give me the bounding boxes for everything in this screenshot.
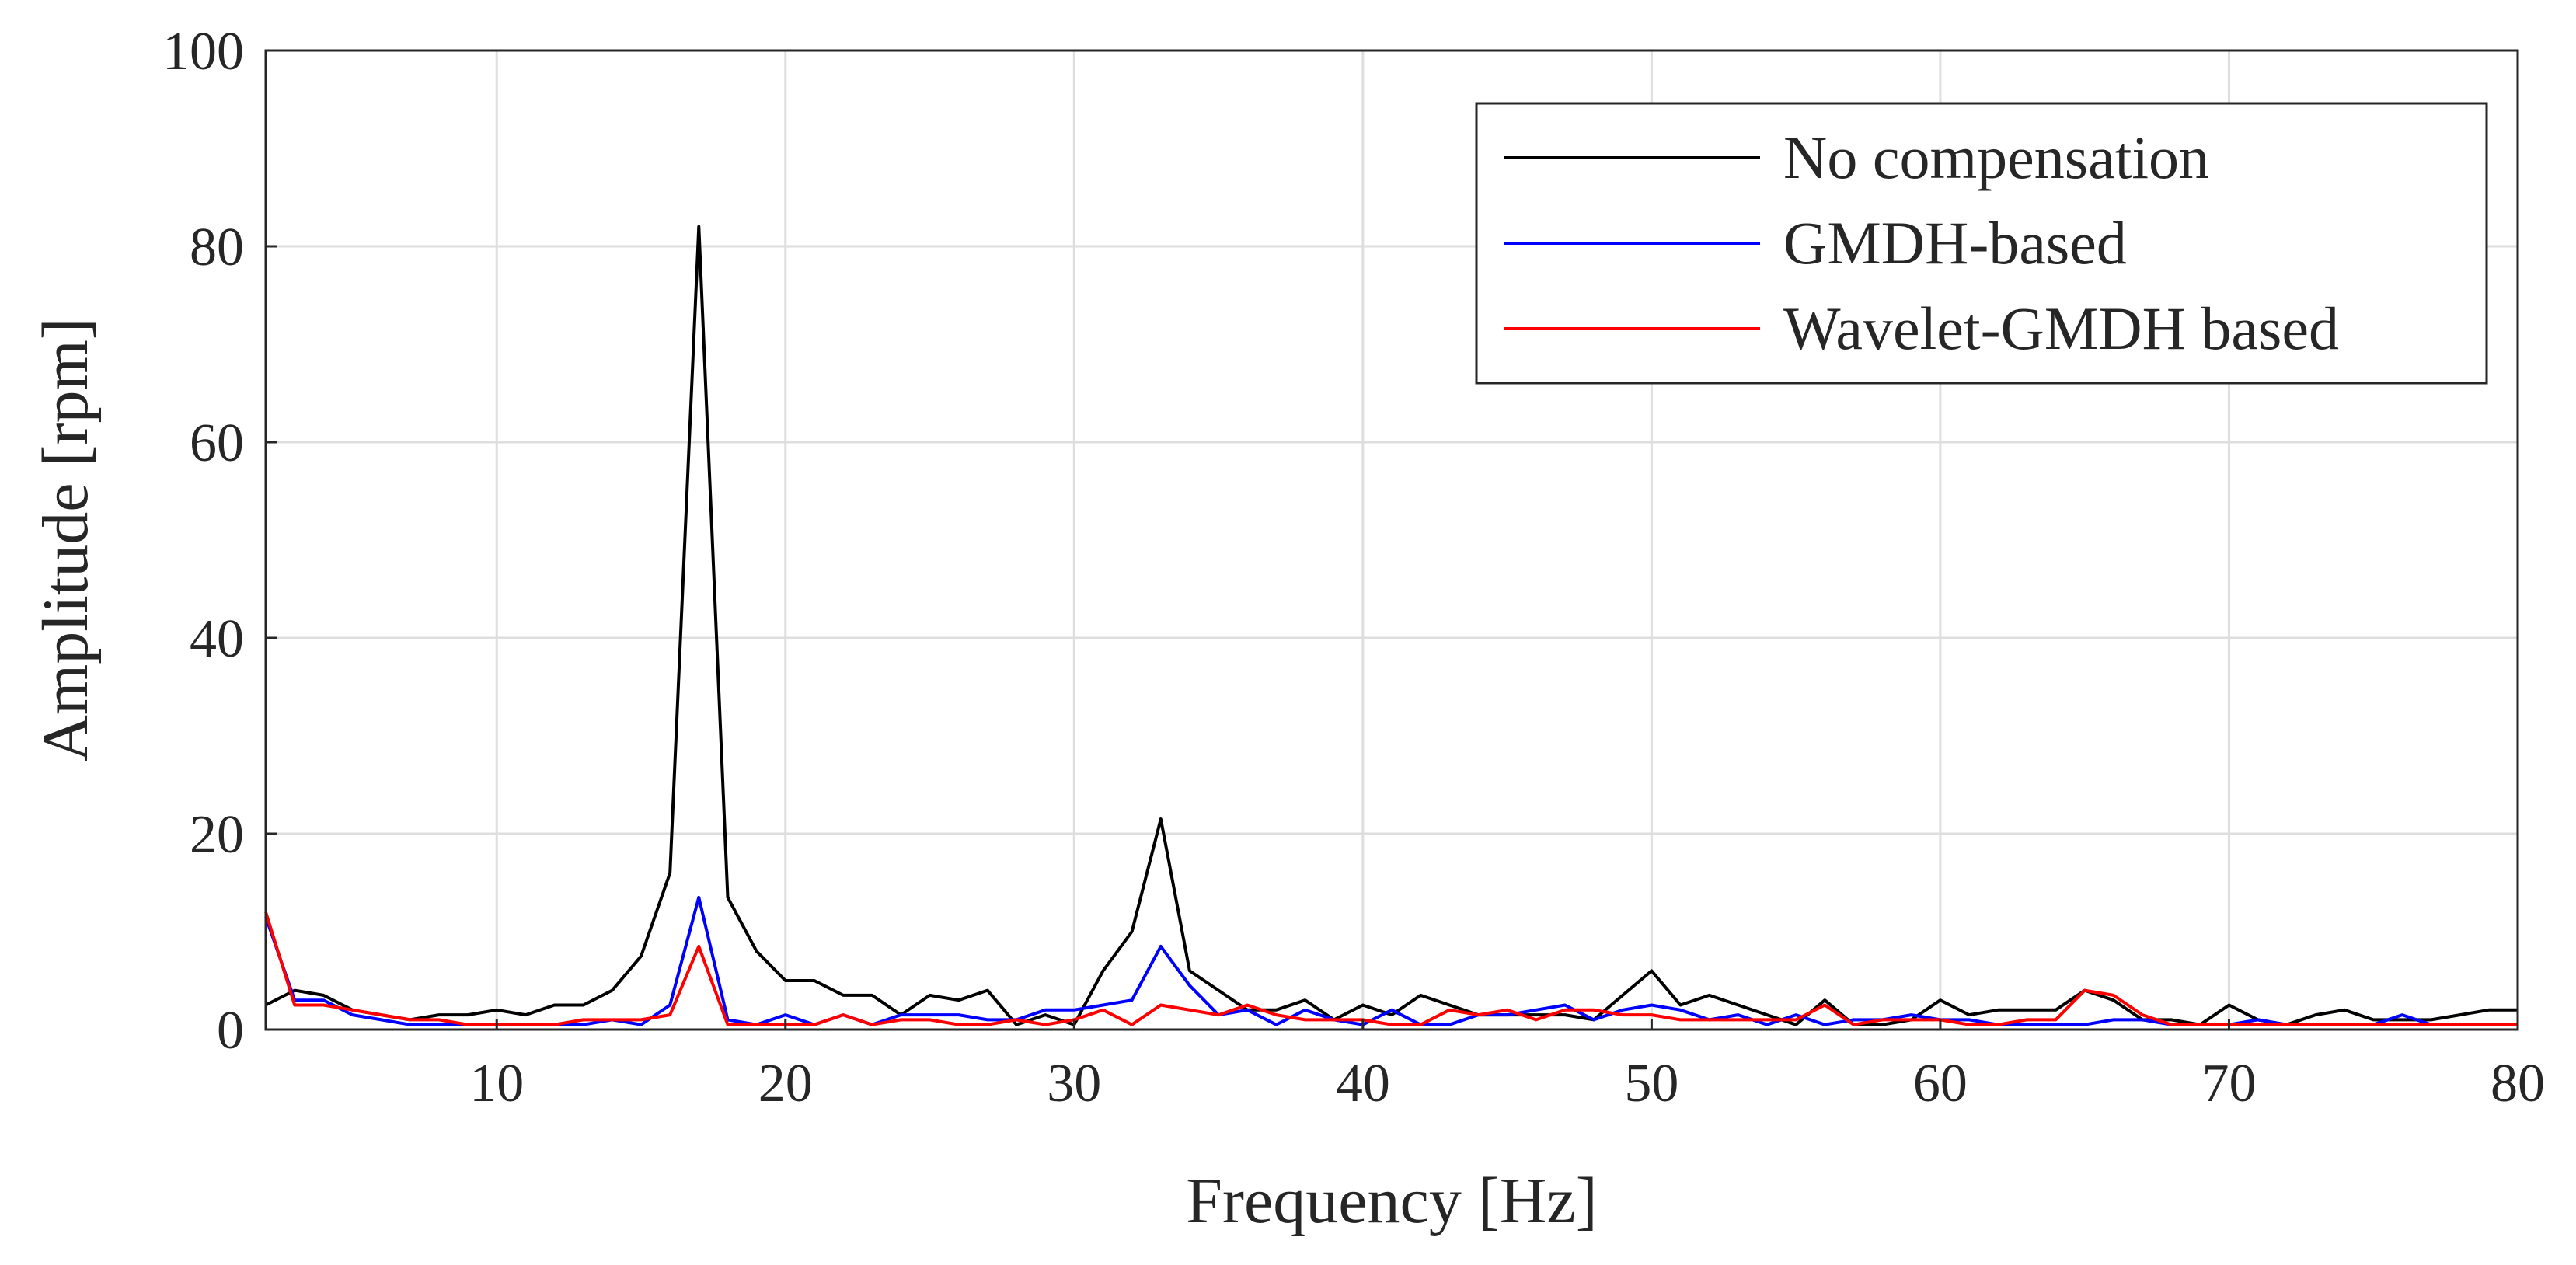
legend-label-no-compensation: No compensation [1783,124,2209,191]
legend: No compensation GMDH-based Wavelet-GMDH … [1475,102,2488,385]
y-tick-label: 80 [190,218,244,277]
plot-area-frame [264,49,2519,1031]
x-tick-label: 40 [1336,1054,1390,1113]
y-tick-label: 40 [190,609,244,669]
x-tick-label: 60 [1913,1054,1968,1113]
y-tick-label: 20 [190,805,244,865]
y-tick-label: 100 [162,22,244,82]
series-group [264,225,2518,1026]
series-line-gmdh-based [264,895,2518,1026]
legend-label-gmdh-based: GMDH-based [1783,209,2127,277]
x-tick-label: 50 [1624,1054,1678,1113]
x-tick-label: 10 [469,1054,524,1113]
legend-label-wavelet-gmdh-based: Wavelet-GMDH based [1783,294,2339,362]
x-tick-label: 20 [758,1054,813,1113]
tick-labels: 10 20 30 40 50 60 70 80 0 20 40 60 80 100 [162,22,2545,1113]
x-tick-label: 30 [1047,1054,1101,1113]
y-tick-label: 60 [190,413,244,473]
y-axis-title: Amplitude [rpm] [30,318,102,762]
y-tick-label: 0 [217,1001,244,1061]
series-line-wavelet-gmdh-based [264,911,2518,1026]
x-axis-title: Frequency [Hz] [1186,1165,1597,1237]
x-tick-label: 70 [2201,1054,2256,1113]
x-tick-label: 80 [2491,1054,2545,1113]
